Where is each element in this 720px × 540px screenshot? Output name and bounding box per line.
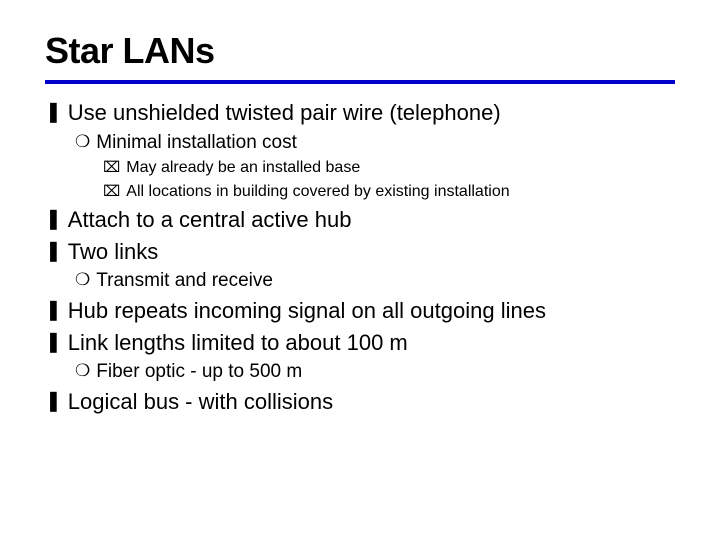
list-item-text: Use unshielded twisted pair wire (teleph… bbox=[68, 98, 675, 128]
x-bullet-icon: ⌧ bbox=[103, 181, 120, 203]
list-item-text: Transmit and receive bbox=[96, 268, 675, 294]
slide-content: ❚Use unshielded twisted pair wire (telep… bbox=[45, 98, 675, 417]
list-item-x: ⌧ May already be an installed base bbox=[103, 157, 675, 179]
z-bullet-icon: ❚ bbox=[45, 205, 62, 234]
list-item-y: ❍Fiber optic - up to 500 m bbox=[75, 359, 675, 385]
z-bullet-icon: ❚ bbox=[45, 296, 62, 325]
list-item-z: ❚Attach to a central active hub bbox=[45, 205, 675, 235]
y-bullet-icon: ❍ bbox=[75, 359, 90, 384]
list-item-text: May already be an installed base bbox=[126, 157, 675, 179]
list-item-text: Fiber optic - up to 500 m bbox=[96, 359, 675, 385]
list-item-text: Two links bbox=[68, 237, 675, 267]
list-item-text: Hub repeats incoming signal on all outgo… bbox=[68, 296, 675, 326]
list-item-z: ❚Logical bus - with collisions bbox=[45, 387, 675, 417]
list-item-y: ❍Minimal installation cost bbox=[75, 130, 675, 156]
list-item-y: ❍Transmit and receive bbox=[75, 268, 675, 294]
list-item-z: ❚Hub repeats incoming signal on all outg… bbox=[45, 296, 675, 326]
title-rule bbox=[45, 80, 675, 84]
list-item-text: Minimal installation cost bbox=[96, 130, 675, 156]
y-bullet-icon: ❍ bbox=[75, 268, 90, 293]
slide-title: Star LANs bbox=[45, 30, 675, 72]
list-item-z: ❚Link lengths limited to about 100 m bbox=[45, 328, 675, 358]
x-bullet-icon: ⌧ bbox=[103, 157, 120, 179]
z-bullet-icon: ❚ bbox=[45, 98, 62, 127]
list-item-text: Logical bus - with collisions bbox=[68, 387, 675, 417]
list-item-x: ⌧ All locations in building covered by ex… bbox=[103, 181, 675, 203]
z-bullet-icon: ❚ bbox=[45, 328, 62, 357]
list-item-z: ❚Use unshielded twisted pair wire (telep… bbox=[45, 98, 675, 128]
list-item-text: Link lengths limited to about 100 m bbox=[68, 328, 675, 358]
z-bullet-icon: ❚ bbox=[45, 237, 62, 266]
y-bullet-icon: ❍ bbox=[75, 130, 90, 155]
list-item-z: ❚Two links bbox=[45, 237, 675, 267]
list-item-text: All locations in building covered by exi… bbox=[126, 181, 675, 203]
list-item-text: Attach to a central active hub bbox=[68, 205, 675, 235]
z-bullet-icon: ❚ bbox=[45, 387, 62, 416]
